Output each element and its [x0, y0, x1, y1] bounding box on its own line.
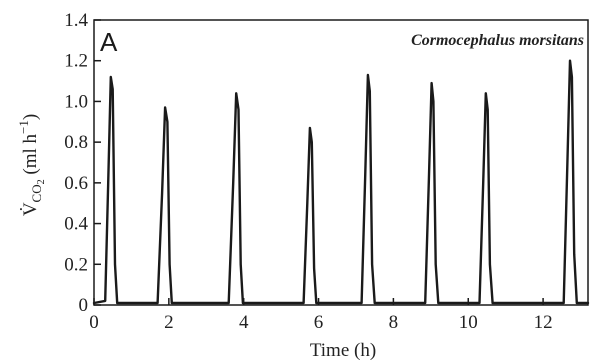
- y-tick-label: 0.8: [64, 132, 88, 153]
- y-axis-title-close: ): [20, 114, 41, 120]
- x-tick-label: 4: [239, 312, 249, 333]
- x-tick-label: 8: [389, 312, 399, 333]
- x-axis-title: Time (h): [310, 340, 376, 360]
- y-tick-label: 1.2: [64, 51, 88, 72]
- x-tick-label: 2: [164, 312, 174, 333]
- y-axis-title-symbol: V̇: [18, 202, 41, 216]
- x-tick-label: 6: [314, 312, 324, 333]
- y-axis-title-sub: CO: [29, 184, 44, 202]
- y-axis-title-units: (ml h: [20, 133, 41, 179]
- y-tick-label: 0: [79, 295, 89, 316]
- x-axis: 0 2 4 6 8 10 12: [89, 298, 553, 333]
- peak-marks: [109, 59, 572, 130]
- series-line: [92, 59, 590, 305]
- species-annotation: Cormocephalus morsitans: [411, 32, 584, 49]
- x-tick-label: 0: [89, 312, 99, 333]
- plot-area: 0 2 4 6 8 10 12 0 0.2 0.4 0.6 0.8 1.0 1.2 1.4: [64, 10, 590, 333]
- y-tick-label: 1.4: [64, 10, 88, 31]
- y-tick-label: 1.0: [64, 91, 88, 112]
- y-axis-title: V̇CO2 (ml h−1): [16, 114, 47, 216]
- y-tick-label: 0.2: [64, 254, 88, 275]
- y-axis: 0 0.2 0.4 0.6 0.8 1.0 1.2 1.4: [64, 10, 101, 316]
- panel-label: A: [100, 27, 118, 57]
- y-tick-label: 0.6: [64, 173, 88, 194]
- plot-frame: [93, 19, 589, 306]
- x-tick-label: 10: [459, 312, 478, 333]
- y-axis-title-subsub: 2: [36, 179, 47, 184]
- x-tick-label: 12: [534, 312, 553, 333]
- y-axis-title-exponent: −1: [16, 120, 31, 134]
- y-tick-label: 0.4: [64, 214, 88, 235]
